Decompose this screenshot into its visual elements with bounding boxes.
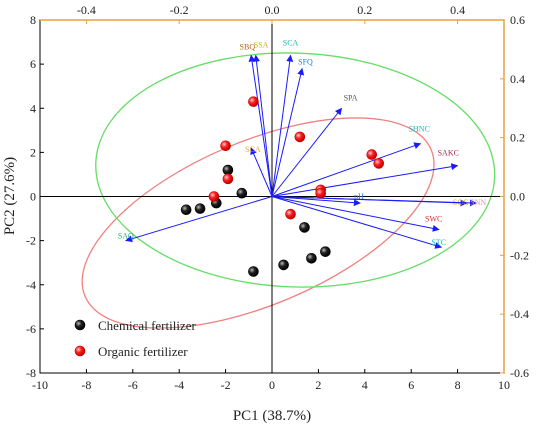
x-tick-label: 4 xyxy=(362,378,368,392)
loading-arrow-snn xyxy=(271,196,477,207)
y-tick-label: -6 xyxy=(26,322,36,336)
loading-label-spa: SPA xyxy=(344,93,358,102)
x2-tick-label: 0.4 xyxy=(450,3,465,17)
loading-arrow-shnc xyxy=(271,142,422,197)
y2-tick-label: 0.6 xyxy=(510,13,525,27)
score-points xyxy=(180,96,385,277)
loading-arrow-spa xyxy=(271,107,343,197)
x-tick-label: 2 xyxy=(315,378,321,392)
y-tick-label: -8 xyxy=(26,366,36,380)
x2-tick-label: 0.2 xyxy=(357,3,372,17)
organic-point-9 xyxy=(373,158,385,169)
loading-label-sfq: SFQ xyxy=(298,58,313,67)
x-axis-title: PC1 (38.7%) xyxy=(233,408,311,424)
y2-tick-label: -0.2 xyxy=(510,248,529,262)
y2-tick-label: -0.6 xyxy=(510,366,529,380)
y2-tick-label: 0.0 xyxy=(510,190,525,204)
chemical-point-7 xyxy=(306,252,317,264)
y2-tick-label: 0.4 xyxy=(510,72,525,86)
loading-label-sca: SCA xyxy=(283,38,299,47)
x2-tick-label: 0.0 xyxy=(265,3,280,17)
x-tick-label: 0 xyxy=(269,378,275,392)
y-axis-title: PC2 (27.6%) xyxy=(2,157,18,235)
loading-arrow-sca xyxy=(271,54,294,197)
x2-tick-label: -0.2 xyxy=(170,3,189,17)
organic-point-0 xyxy=(248,96,259,107)
legend-marker-organic xyxy=(74,345,86,357)
chemical-point-0 xyxy=(180,204,192,216)
loading-arrow-swc xyxy=(271,196,440,232)
organic-point-4 xyxy=(208,191,220,202)
chemical-point-6 xyxy=(320,246,331,257)
loading-label-swc: SWC xyxy=(425,215,442,224)
loading-label-saq: SAQ xyxy=(118,232,134,241)
x-tick-label: 8 xyxy=(455,378,461,392)
x-tick-label: -6 xyxy=(128,378,138,392)
organic-point-8 xyxy=(366,149,378,160)
y-tick-label: 8 xyxy=(30,13,36,27)
x-tick-label: 10 xyxy=(498,378,510,392)
loading-arrow-sca xyxy=(250,147,273,197)
chemical-point-1 xyxy=(194,203,206,214)
y-tick-label: -4 xyxy=(26,278,36,292)
loading-label-stc: STC xyxy=(431,238,446,247)
loading-arrow-stc xyxy=(271,196,443,249)
loading-arrow-sbq xyxy=(248,54,273,197)
y-tick-label: 2 xyxy=(30,145,36,159)
organic-point-7 xyxy=(285,208,296,220)
organic-point-3 xyxy=(222,173,234,185)
legend: Chemical fertilizer Organic fertilizer xyxy=(74,318,196,359)
loading-arrow-sfq xyxy=(271,67,305,197)
y-tick-label: 0 xyxy=(30,190,36,204)
legend-marker-chemical xyxy=(74,319,86,331)
loading-arrow-ssa xyxy=(253,54,273,197)
y2-tick-label: -0.4 xyxy=(510,307,529,321)
x-tick-label: -2 xyxy=(221,378,231,392)
chemical-point-5 xyxy=(299,222,310,233)
x-tick-label: -8 xyxy=(81,378,91,392)
legend-label-organic: Organic fertilizer xyxy=(98,344,188,359)
loading-arrow-sakc xyxy=(271,163,459,197)
legend-label-chemical: Chemical fertilizer xyxy=(98,318,196,333)
y2-tick-label: 0.2 xyxy=(510,131,525,145)
organic-point-1 xyxy=(220,140,231,152)
y-tick-label: 6 xyxy=(30,57,36,71)
chemical-point-9 xyxy=(248,266,259,277)
x-tick-label: 6 xyxy=(408,378,414,392)
loading-label-ssa: SSA xyxy=(254,40,269,49)
organic-point-6 xyxy=(315,187,327,199)
y-tick-label: 4 xyxy=(30,101,36,115)
loading-label-sakc: SAKC xyxy=(438,149,459,158)
x-tick-label: -10 xyxy=(32,378,48,392)
chemical-point-4 xyxy=(236,187,248,199)
loading-label-sbq: SBQ xyxy=(240,42,256,51)
organic-point-2 xyxy=(294,131,306,143)
x2-tick-label: -0.4 xyxy=(77,3,96,17)
loading-label-snn: SNN xyxy=(470,198,486,207)
loading-label-shnc: SHNC xyxy=(408,125,429,134)
loading-arrow-saq xyxy=(125,196,273,243)
loading-label-ph: pH xyxy=(354,192,364,201)
chemical-point-3 xyxy=(222,164,234,176)
loading-arrow-ph xyxy=(271,196,361,207)
y-tick-label: -2 xyxy=(26,234,36,248)
loading-label-sca: SCA xyxy=(245,145,261,154)
x-tick-label: -4 xyxy=(174,378,184,392)
confidence-ellipse-1 xyxy=(95,52,496,288)
chemical-point-8 xyxy=(278,259,289,271)
